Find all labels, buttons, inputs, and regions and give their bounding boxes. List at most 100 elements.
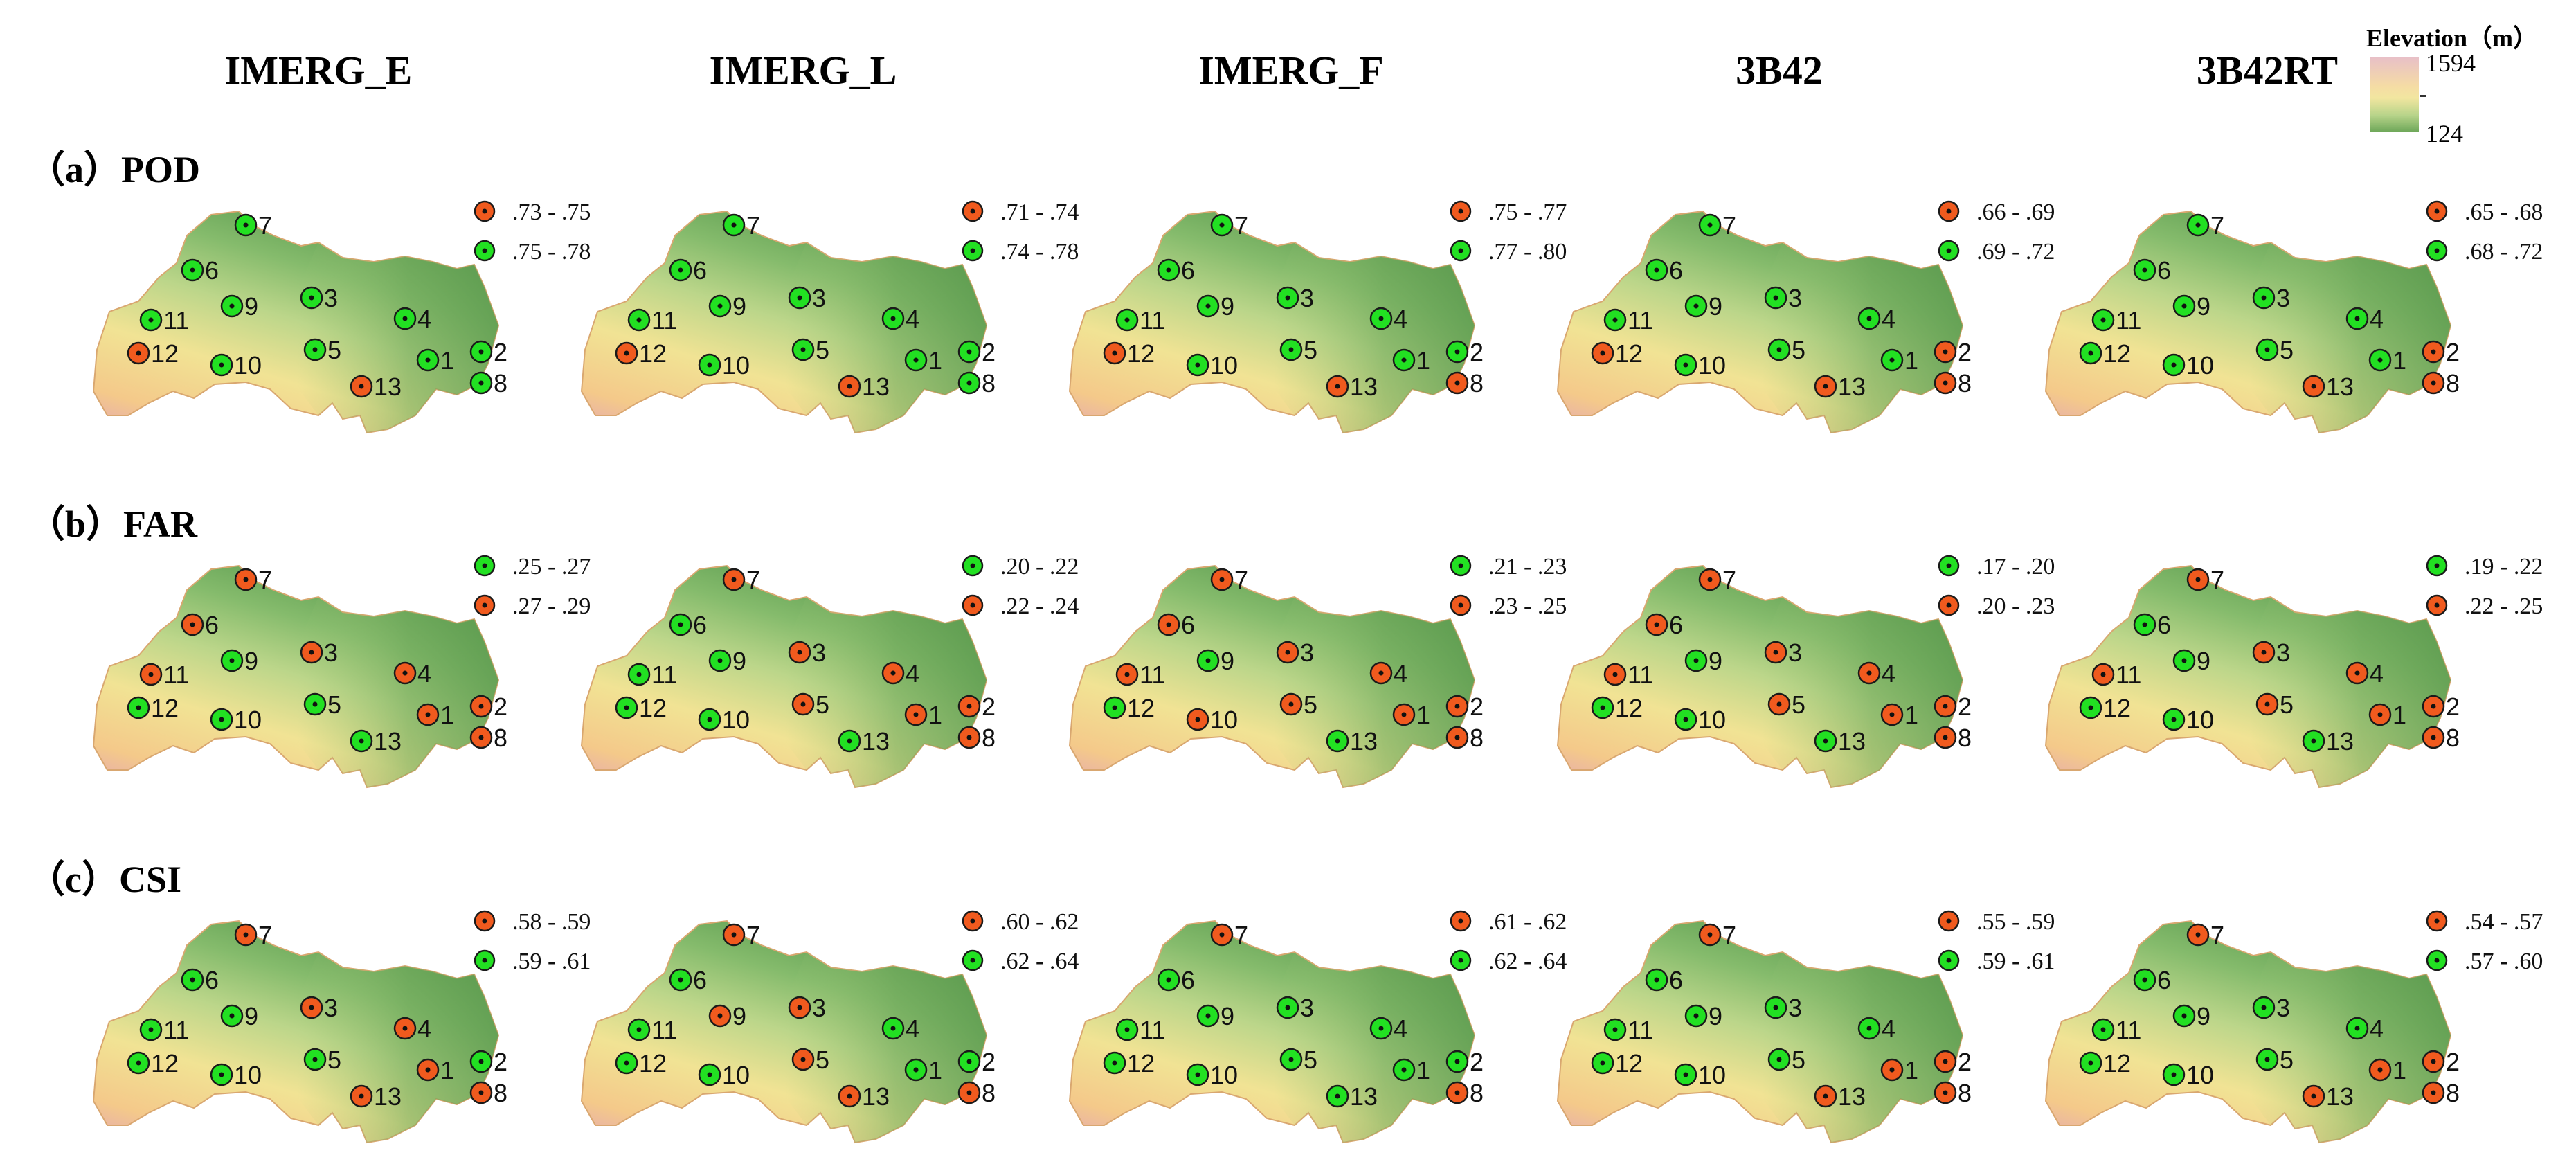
station-2-label: 2 [1958,1048,1972,1076]
station-center-dot [636,317,642,323]
station-7: 7 [1698,211,1736,240]
station-7-label: 7 [2210,211,2224,240]
station-5: 5 [1279,336,1317,364]
station-5: 5 [791,1046,829,1074]
class-legend-item-1: .73 - .75 [474,199,591,225]
station-3: 3 [788,284,826,312]
station-center-dot [1205,1013,1211,1019]
class-legend-swatch-dot [1946,602,1952,608]
station-12: 12 [127,1049,179,1077]
station-center-dot [1943,735,1948,740]
station-5-label: 5 [1792,336,1805,364]
station-center-dot [1773,650,1778,655]
station-6: 6 [1157,611,1195,639]
station-7: 7 [234,566,272,594]
station-4: 4 [1369,659,1407,688]
station-3-label: 3 [1300,284,1314,312]
station-10: 10 [1186,706,1238,734]
column-title-3b42: 3B42 [1736,48,1823,93]
class-legend-range: .69 - .72 [1976,239,2055,265]
station-13-label: 13 [1350,1082,1378,1111]
station-5: 5 [303,336,341,364]
station-13-label: 13 [1838,1082,1866,1111]
station-4: 4 [393,659,431,688]
station-7-label: 7 [746,921,760,949]
class-legend-item-2: .22 - .24 [962,593,1079,619]
station-3: 3 [2252,284,2290,312]
station-center-dot [1707,577,1713,582]
station-10: 10 [2162,1061,2214,1089]
station-7-label: 7 [1234,921,1248,949]
station-9: 9 [708,1002,746,1030]
station-8-label: 8 [2446,724,2460,752]
station-center-dot [1288,701,1294,707]
basin-terrain-highlands [786,952,987,1143]
station-center-dot [2171,717,2177,722]
station-center-dot [1600,705,1605,710]
station-11-label: 11 [1628,661,1653,689]
class-legend-range: .65 - .68 [2465,199,2543,225]
station-12-label: 12 [151,339,179,368]
class-legend-item-1: .66 - .69 [1938,199,2055,225]
class-legend-item-1: .71 - .74 [962,199,1079,225]
class-legend-item-2: .62 - .64 [1450,949,1567,974]
station-8-label: 8 [494,724,507,752]
station-1: 1 [904,1056,942,1084]
class-legend-item-1: .61 - .62 [1450,909,1567,935]
station-center-dot [1219,577,1225,582]
station-13-label: 13 [1838,373,1866,401]
station-1-label: 1 [2393,701,2406,729]
basin-terrain-highlands [1274,597,1475,787]
station-5-label: 5 [816,336,829,364]
station-center-dot [219,1072,224,1077]
class-legend-item-2: .62 - .64 [962,949,1079,974]
station-6: 6 [181,966,219,994]
station-center-dot [678,622,683,627]
station-11: 11 [2091,306,2141,334]
station-2-label: 2 [2446,1048,2460,1076]
station-7-label: 7 [1722,921,1736,949]
station-11: 11 [1115,661,1165,689]
station-5-label: 5 [1304,336,1317,364]
station-9-label: 9 [732,292,746,321]
station-7-label: 7 [1722,566,1736,594]
station-center-dot [2195,932,2201,938]
station-8-label: 8 [982,724,996,752]
class-legend-item-1: .25 - .27 [474,554,591,580]
station-9-label: 9 [2197,292,2210,321]
station-4-label: 4 [417,1014,431,1043]
station-3: 3 [1276,638,1314,667]
station-center-dot [402,670,408,676]
station-center-dot [1285,650,1290,655]
station-center-dot [1378,316,1384,321]
station-6-label: 6 [693,966,707,994]
station-13-label: 13 [1838,727,1866,755]
station-9-label: 9 [244,292,258,321]
station-center-dot [1612,672,1618,677]
station-9-label: 9 [244,1002,258,1030]
elevation-legend-tick [2420,95,2426,97]
station-13: 13 [2302,727,2354,755]
class-legend-swatch-dot [482,918,487,924]
station-center-dot [1205,303,1211,309]
station-9: 9 [1684,1002,1722,1030]
station-13-label: 13 [1350,727,1378,755]
station-4: 4 [2345,305,2384,333]
station-4: 4 [393,305,431,333]
station-2-label: 2 [982,1048,996,1076]
station-6: 6 [669,611,707,639]
station-10-label: 10 [234,351,262,379]
station-3-label: 3 [1788,284,1802,312]
station-11: 11 [2091,1016,2141,1044]
station-center-dot [312,347,318,352]
station-1: 1 [416,346,454,375]
class-legend-item-1: .19 - .22 [2426,554,2543,580]
station-9: 9 [220,1002,258,1030]
station-center-dot [1288,1057,1294,1062]
basin-terrain-highlands [786,597,987,787]
station-10-label: 10 [1698,706,1726,734]
